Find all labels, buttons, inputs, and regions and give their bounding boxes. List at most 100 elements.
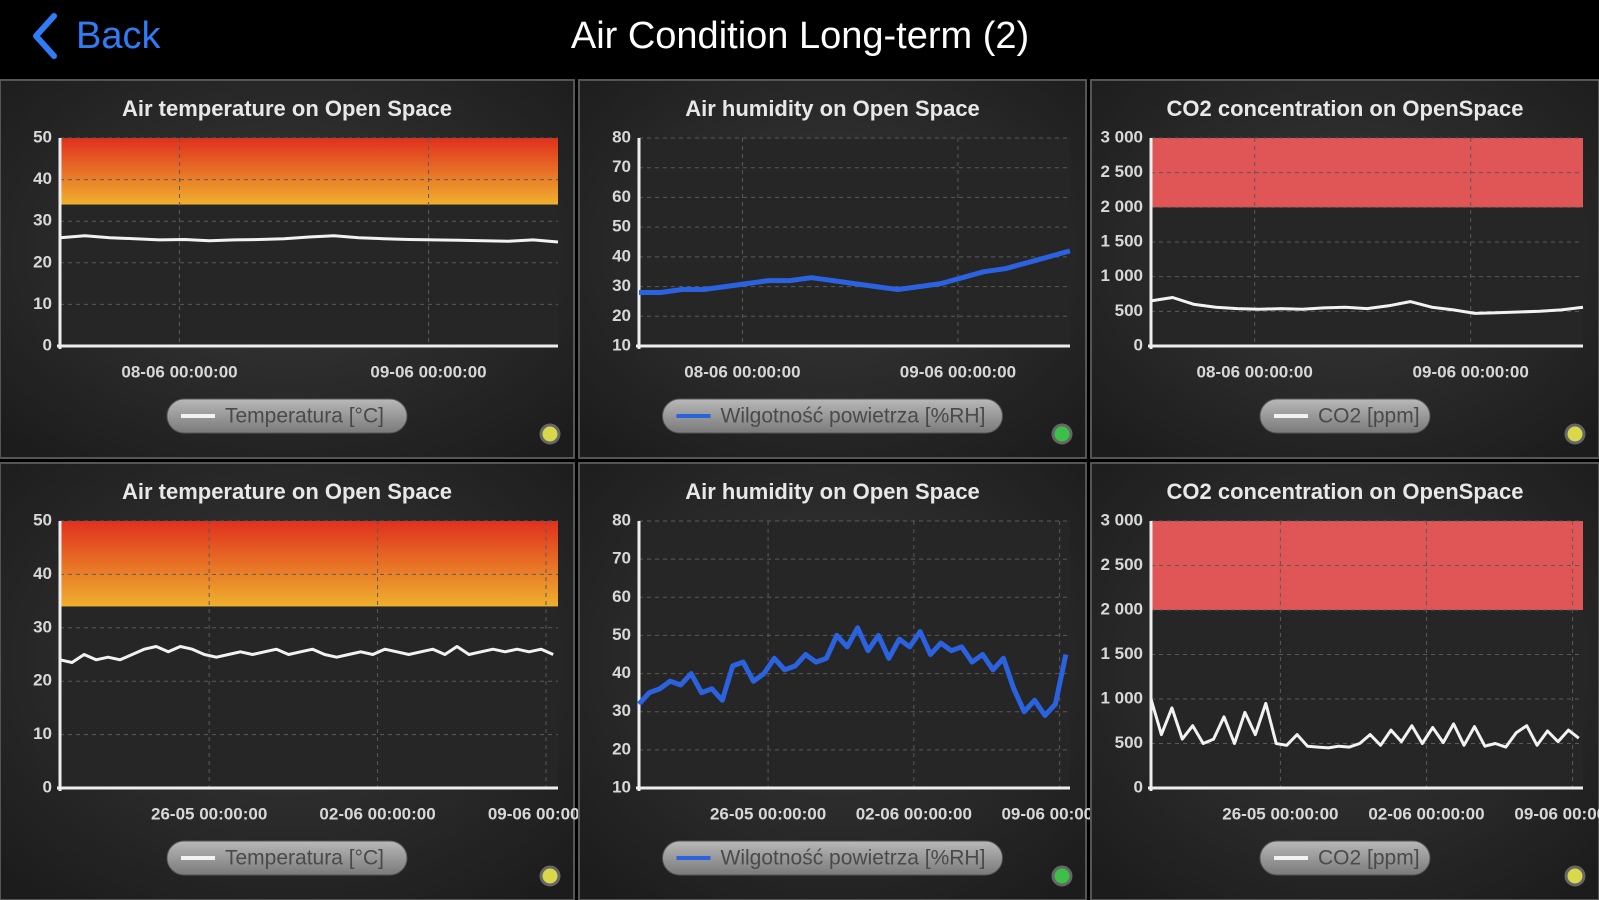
legend-pill — [1259, 840, 1431, 876]
chart-title: Air temperature on Open Space — [122, 96, 452, 121]
y-tick-label: 1 000 — [1100, 688, 1143, 707]
x-tick-label: 26-05 00:00:00 — [151, 804, 267, 823]
status-indicator — [1564, 423, 1586, 445]
y-tick-label: 60 — [612, 187, 631, 206]
x-tick-label: 09-06 00:00:00 — [488, 804, 604, 823]
screen-title: Air Condition Long-term (2) — [571, 15, 1029, 57]
legend-pill — [662, 398, 1003, 434]
y-tick-label: 40 — [33, 169, 52, 188]
legend-label: Temperatura [°C] — [225, 405, 384, 428]
y-tick-label: 10 — [33, 724, 52, 743]
y-tick-label: 3 000 — [1100, 127, 1143, 146]
y-tick-label: 0 — [1134, 335, 1143, 354]
status-indicator — [539, 865, 561, 887]
y-tick-label: 500 — [1115, 301, 1143, 320]
x-tick-label: 26-05 00:00:00 — [1222, 804, 1338, 823]
y-tick-label: 20 — [33, 252, 52, 271]
y-tick-label: 10 — [33, 294, 52, 313]
y-tick-label: 2 000 — [1100, 197, 1143, 216]
chart-panel: Air temperature on Open Space 0 10 20 30 40 50… — [0, 79, 575, 459]
chart-title: Air humidity on Open Space — [685, 96, 980, 121]
data-line — [1149, 698, 1580, 750]
y-tick-label: 50 — [612, 625, 631, 644]
y-tick-label: 30 — [612, 276, 631, 295]
y-tick-label: 0 — [43, 335, 52, 354]
legend-label: CO2 [ppm] — [1318, 847, 1420, 870]
chart-panel: CO2 concentration on OpenSpace 0 500 1 000 1… — [1090, 79, 1599, 459]
y-tick-label: 50 — [33, 127, 52, 146]
y-tick-label: 30 — [33, 211, 52, 230]
y-tick-label: 1 500 — [1100, 644, 1143, 663]
legend-label: Wilgotność powietrza [%RH] — [721, 847, 986, 870]
legend-label: Wilgotność powietrza [%RH] — [721, 405, 986, 428]
legend-label: Temperatura [°C] — [225, 847, 384, 870]
threshold-band — [60, 521, 558, 607]
y-tick-label: 20 — [612, 306, 631, 325]
chart-title: Air humidity on Open Space — [685, 479, 980, 504]
x-tick-label: 08-06 00:00:00 — [1197, 362, 1313, 381]
status-indicator — [539, 423, 561, 445]
y-tick-label: 80 — [612, 127, 631, 146]
plot-area — [639, 521, 1070, 788]
legend-pill — [166, 398, 408, 434]
x-tick-label: 09-06 00:00:00 — [900, 362, 1016, 381]
back-button[interactable]: Back — [76, 15, 161, 57]
y-tick-label: 40 — [612, 246, 631, 265]
y-tick-label: 2 000 — [1100, 599, 1143, 618]
y-tick-label: 1 500 — [1100, 231, 1143, 250]
y-tick-label: 1 000 — [1100, 266, 1143, 285]
x-tick-label: 09-06 00:00:00 — [1001, 804, 1117, 823]
y-tick-label: 60 — [612, 587, 631, 606]
y-tick-label: 40 — [612, 663, 631, 682]
status-indicator — [1564, 865, 1586, 887]
y-tick-label: 40 — [33, 564, 52, 583]
y-tick-label: 10 — [612, 777, 631, 796]
data-line — [59, 234, 559, 244]
y-tick-label: 80 — [612, 510, 631, 529]
x-tick-label: 09-06 00:00:00 — [1413, 362, 1529, 381]
x-tick-label: 09-06 00:00:00 — [370, 362, 486, 381]
y-tick-label: 70 — [612, 157, 631, 176]
x-tick-label: 02-06 00:00:00 — [319, 804, 435, 823]
x-tick-label: 26-05 00:00:00 — [710, 804, 826, 823]
y-tick-label: 50 — [612, 217, 631, 236]
x-tick-label: 08-06 00:00:00 — [121, 362, 237, 381]
chart-title: Air temperature on Open Space — [122, 479, 452, 504]
status-indicator — [1051, 423, 1073, 445]
y-tick-label: 30 — [33, 617, 52, 636]
chart-panel: CO2 concentration on OpenSpace 0 500 1 000 1… — [1090, 462, 1599, 900]
y-tick-label: 2 500 — [1100, 555, 1143, 574]
legend-pill — [662, 840, 1003, 876]
nav-bar — [0, 0, 1599, 78]
y-tick-label: 0 — [43, 777, 52, 796]
data-line — [637, 625, 1069, 718]
chart-panel: Air humidity on Open Space 10 20 30 40 50 60 70… — [578, 79, 1087, 459]
x-tick-label: 02-06 00:00:00 — [856, 804, 972, 823]
chart-panel: Air humidity on Open Space 10 20 30 40 50 60 70… — [578, 462, 1118, 900]
y-tick-label: 500 — [1115, 733, 1143, 752]
x-tick-label: 08-06 00:00:00 — [684, 362, 800, 381]
data-line — [59, 645, 554, 664]
legend-pill — [166, 840, 408, 876]
x-tick-label: 09-06 00:00:00 — [1514, 804, 1599, 823]
y-tick-label: 2 500 — [1100, 162, 1143, 181]
y-tick-label: 20 — [33, 671, 52, 690]
legend-pill — [1259, 398, 1431, 434]
data-line — [1150, 296, 1584, 315]
y-tick-label: 0 — [1134, 777, 1143, 796]
chart-title: CO2 concentration on OpenSpace — [1167, 479, 1524, 504]
status-indicator — [1051, 865, 1073, 887]
data-line — [639, 248, 1071, 295]
legend-label: CO2 [ppm] — [1318, 405, 1420, 428]
y-tick-label: 70 — [612, 549, 631, 568]
x-tick-label: 02-06 00:00:00 — [1368, 804, 1484, 823]
chart-title: CO2 concentration on OpenSpace — [1167, 96, 1524, 121]
y-tick-label: 10 — [612, 335, 631, 354]
threshold-band — [60, 138, 558, 205]
back-chevron[interactable] — [33, 13, 57, 59]
y-tick-label: 20 — [612, 739, 631, 758]
chart-panel: Air temperature on Open Space 0 10 20 30 40 50… — [0, 462, 604, 900]
y-tick-label: 30 — [612, 701, 631, 720]
y-tick-label: 50 — [33, 510, 52, 529]
